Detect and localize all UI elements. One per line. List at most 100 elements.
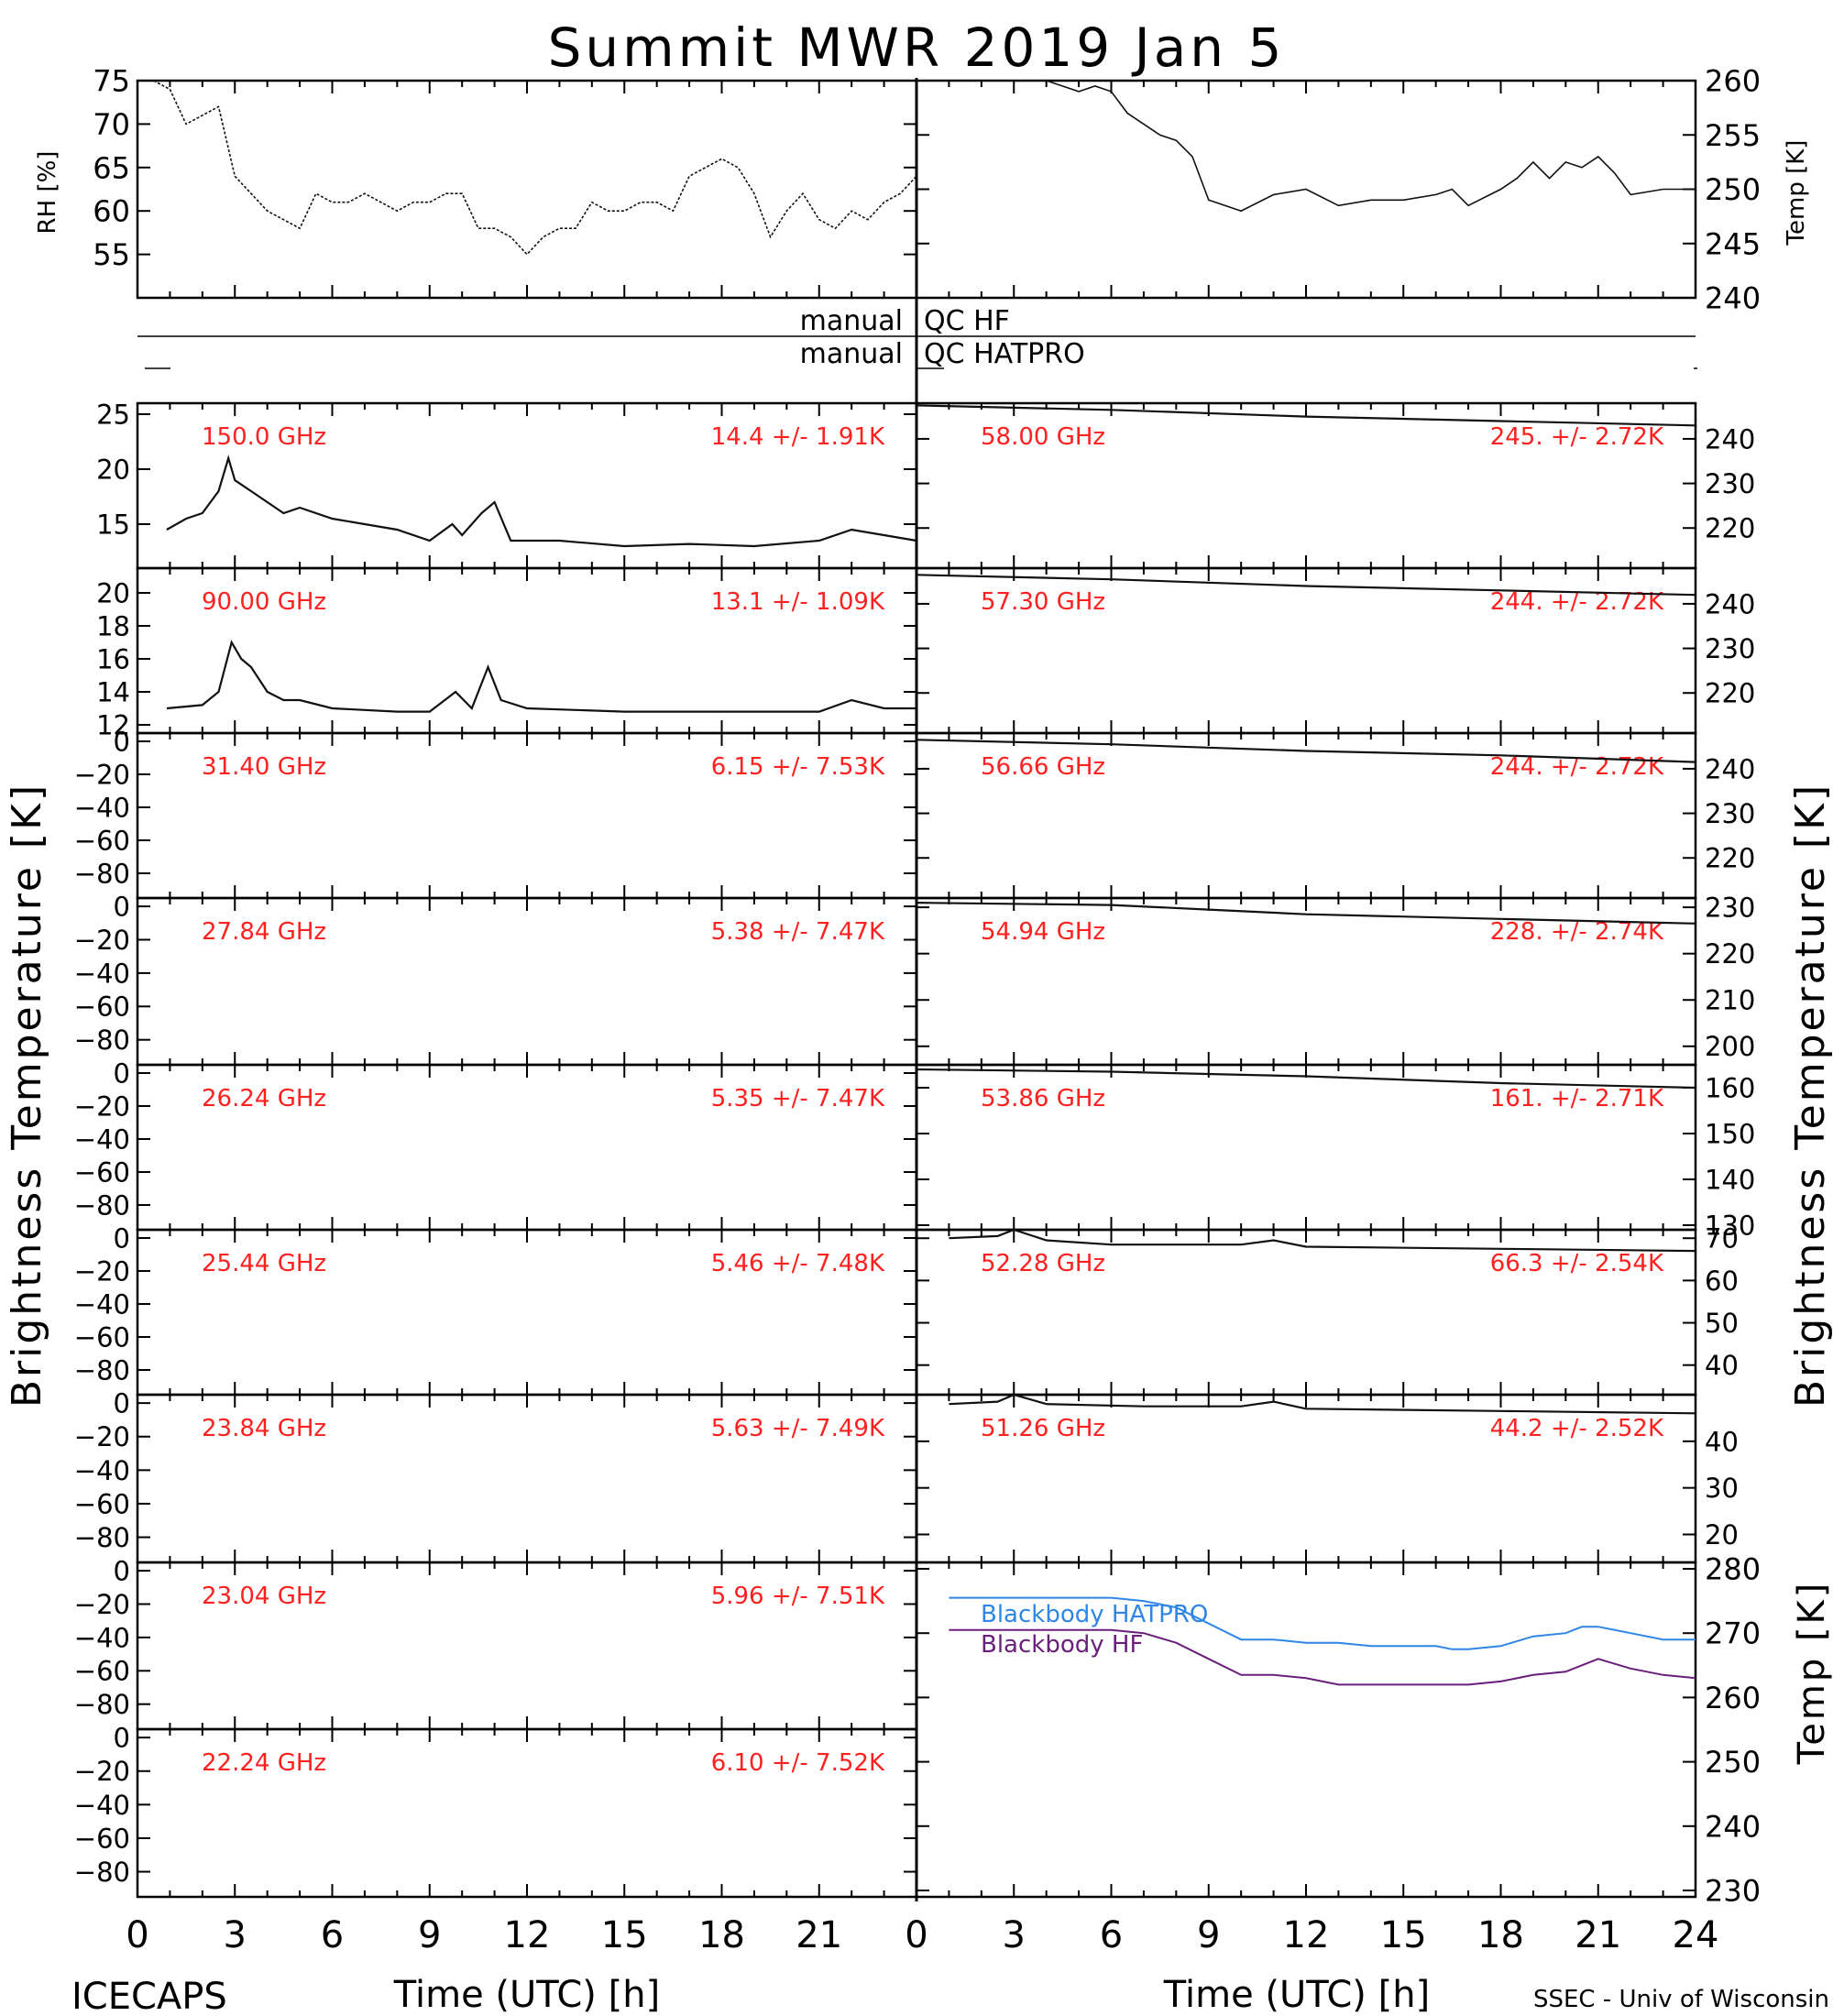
left-channel-9-ytick-label: 0	[114, 1723, 130, 1754]
blackbody-series-1-line	[949, 1596, 1696, 1650]
qc-hf-right-label: QC HF	[924, 305, 1010, 337]
right-channel-3-ytick-label: 240	[1705, 753, 1755, 784]
x-tick-label-right: 15	[1380, 1914, 1427, 1956]
bb-ylabel: Temp [K]	[1791, 1581, 1833, 1766]
left-channel-8-ytick-label: −40	[74, 1622, 130, 1653]
right-channel-7-stats: 44.2 +/- 2.52K	[1490, 1415, 1664, 1442]
left-channel-3-ytick-label: −60	[74, 825, 130, 856]
qc-hatpro-row: manual QC HATPRO	[145, 338, 1697, 370]
temp-panel-ytick-label: 240	[1705, 281, 1761, 316]
x-tick-label-right: 18	[1477, 1914, 1524, 1956]
left-channel-7-ytick-label: 0	[114, 1388, 130, 1419]
right-channel-5-ytick-label: 130	[1705, 1210, 1755, 1241]
left-channel-7-ytick-label: −80	[74, 1522, 130, 1553]
blackbody-series-2-label: Blackbody HF	[981, 1631, 1143, 1659]
blackbody-series-2-line	[949, 1628, 1696, 1686]
right-channel-6-stats: 66.3 +/- 2.54K	[1490, 1250, 1664, 1277]
x-tick-label-left: 21	[796, 1914, 842, 1956]
right-channel-5-trace	[916, 1068, 1696, 1090]
left-channel-8-ytick-label: −20	[74, 1589, 130, 1620]
blackbody-panel-ytick-label: 230	[1705, 1874, 1761, 1909]
left-channel-8-stats: 5.96 +/- 7.51K	[711, 1583, 885, 1610]
left-channel-3-freq: 31.40 GHz	[202, 753, 326, 781]
blackbody-panel-ytick-label: 280	[1705, 1552, 1761, 1587]
x-tick-label-left: 0	[126, 1914, 148, 1956]
rh-panel-frame	[136, 79, 918, 300]
blackbody-panel-ytick-label: 250	[1705, 1745, 1761, 1780]
right-channel-6: 40 50 60 70 52.28 GHz 66.3 +/- 2.54K	[915, 1223, 1739, 1397]
left-channel-4-ytick-label: −20	[74, 925, 130, 956]
x-axis-label-left: Time (UTC) [h]	[393, 1974, 660, 2016]
left-channel-1-ytick-label: 20	[96, 454, 130, 485]
right-channel-2-ytick-label: 220	[1705, 678, 1755, 709]
left-channel-5-ytick-label: −60	[74, 1156, 130, 1188]
left-channel-6-ytick-label: −80	[74, 1354, 130, 1386]
rh-panel-ytick-label: 75	[93, 64, 130, 99]
left-channel-3-ytick-label: 0	[114, 726, 130, 757]
left-channel-5-ytick-label: −20	[74, 1090, 130, 1122]
right-channel-4-ytick-label: 200	[1705, 1031, 1755, 1062]
blackbody-series-1-label: Blackbody HATPRO	[981, 1601, 1208, 1628]
rh-ylabel: RH [%]	[34, 151, 61, 235]
left-channel-6: 0−20−40−60−80 25.44 GHz 5.46 +/- 7.48K	[74, 1222, 918, 1397]
temp-panel-ytick-label: 260	[1705, 64, 1761, 99]
left-channel-6-stats: 5.46 +/- 7.48K	[711, 1250, 885, 1277]
right-channel-5-ytick-label: 160	[1705, 1072, 1755, 1103]
left-channel-6-ytick-label: −20	[74, 1255, 130, 1287]
rh-panel-ytick-label: 65	[93, 150, 130, 185]
left-channel-8-ytick-label: −80	[74, 1689, 130, 1720]
left-channel-1-trace	[166, 455, 917, 548]
left-channel-8-ytick-label: −60	[74, 1656, 130, 1687]
right-channel-6-trace	[949, 1228, 1696, 1253]
left-channel-9-ytick-label: −80	[74, 1857, 130, 1888]
right-channel-4-ytick-label: 210	[1705, 985, 1755, 1016]
right-channel-2-ytick-label: 230	[1705, 633, 1755, 664]
rh-panel-ytick-label: 70	[93, 107, 130, 142]
left-channel-1-stats: 14.4 +/- 1.91K	[711, 423, 885, 451]
rh-panel: 55 60 65 70 75	[93, 64, 918, 300]
blackbody-panel: 230 240 250 260 270 280 Blackbody HATPRO Blackb…	[915, 1552, 1761, 1909]
x-axis-label-right: Time (UTC) [h]	[1163, 1974, 1430, 2016]
left-channel-4-ytick-label: −60	[74, 992, 130, 1023]
left-channel-9-freq: 22.24 GHz	[202, 1749, 326, 1777]
right-channel-1-ytick-label: 220	[1705, 513, 1755, 544]
left-channel-6-ytick-label: −40	[74, 1288, 130, 1320]
right-channel-7: 20 30 40 51.26 GHz 44.2 +/- 2.52K	[915, 1393, 1739, 1564]
left-channel-9-ytick-label: −40	[74, 1790, 130, 1821]
rh-panel-ytick-label: 55	[93, 237, 130, 272]
right-channel-4-trace	[916, 902, 1696, 925]
left-channel-5: 0−20−40−60−80 26.24 GHz 5.35 +/- 7.47K	[74, 1057, 918, 1232]
left-channel-9-ytick-label: −60	[74, 1823, 130, 1854]
temp-panel: 240 245 250 255 260	[915, 64, 1761, 316]
right-channel-6-ytick-label: 60	[1705, 1265, 1739, 1297]
x-tick-label-left: 3	[224, 1914, 247, 1956]
left-channel-1-freq: 150.0 GHz	[202, 423, 326, 451]
x-tick-label-right: 0	[905, 1914, 927, 1956]
x-tick-label-left: 9	[418, 1914, 441, 1956]
temp-ylabel: Temp [K]	[1783, 140, 1810, 247]
right-channel-1-stats: 245. +/- 2.72K	[1490, 423, 1664, 451]
right-channel-7-freq: 51.26 GHz	[981, 1415, 1105, 1442]
right-channel-2-freq: 57.30 GHz	[981, 588, 1105, 616]
right-channel-6-ytick-label: 70	[1705, 1223, 1739, 1255]
x-tick-label-right: 12	[1283, 1914, 1330, 1956]
right-channel-1-ytick-label: 240	[1705, 423, 1755, 455]
qc-hf-left-label: manual	[800, 305, 903, 337]
left-channel-7-stats: 5.63 +/- 7.49K	[711, 1415, 885, 1442]
chart-title: Summit MWR 2019 Jan 5	[548, 16, 1286, 79]
right-channel-5: 130 140 150 160 53.86 GHz 161. +/- 2.71K	[915, 1063, 1755, 1241]
right-channel-6-ytick-label: 40	[1705, 1350, 1739, 1381]
x-tick-label-right: 9	[1197, 1914, 1220, 1956]
left-channel-5-ytick-label: −80	[74, 1189, 130, 1221]
x-tick-label-right: 6	[1100, 1914, 1123, 1956]
left-channel-6-ytick-label: 0	[114, 1222, 130, 1254]
left-ylabel: Brightness Temperature [K]	[4, 783, 50, 1408]
left-channel-3-stats: 6.15 +/- 7.53K	[711, 753, 885, 781]
x-tick-label-left: 6	[321, 1914, 344, 1956]
left-channel-8: 0−20−40−60−80 23.04 GHz 5.96 +/- 7.51K	[74, 1556, 918, 1731]
x-tick-label-left: 12	[504, 1914, 551, 1956]
right-channel-3-ytick-label: 220	[1705, 843, 1755, 874]
